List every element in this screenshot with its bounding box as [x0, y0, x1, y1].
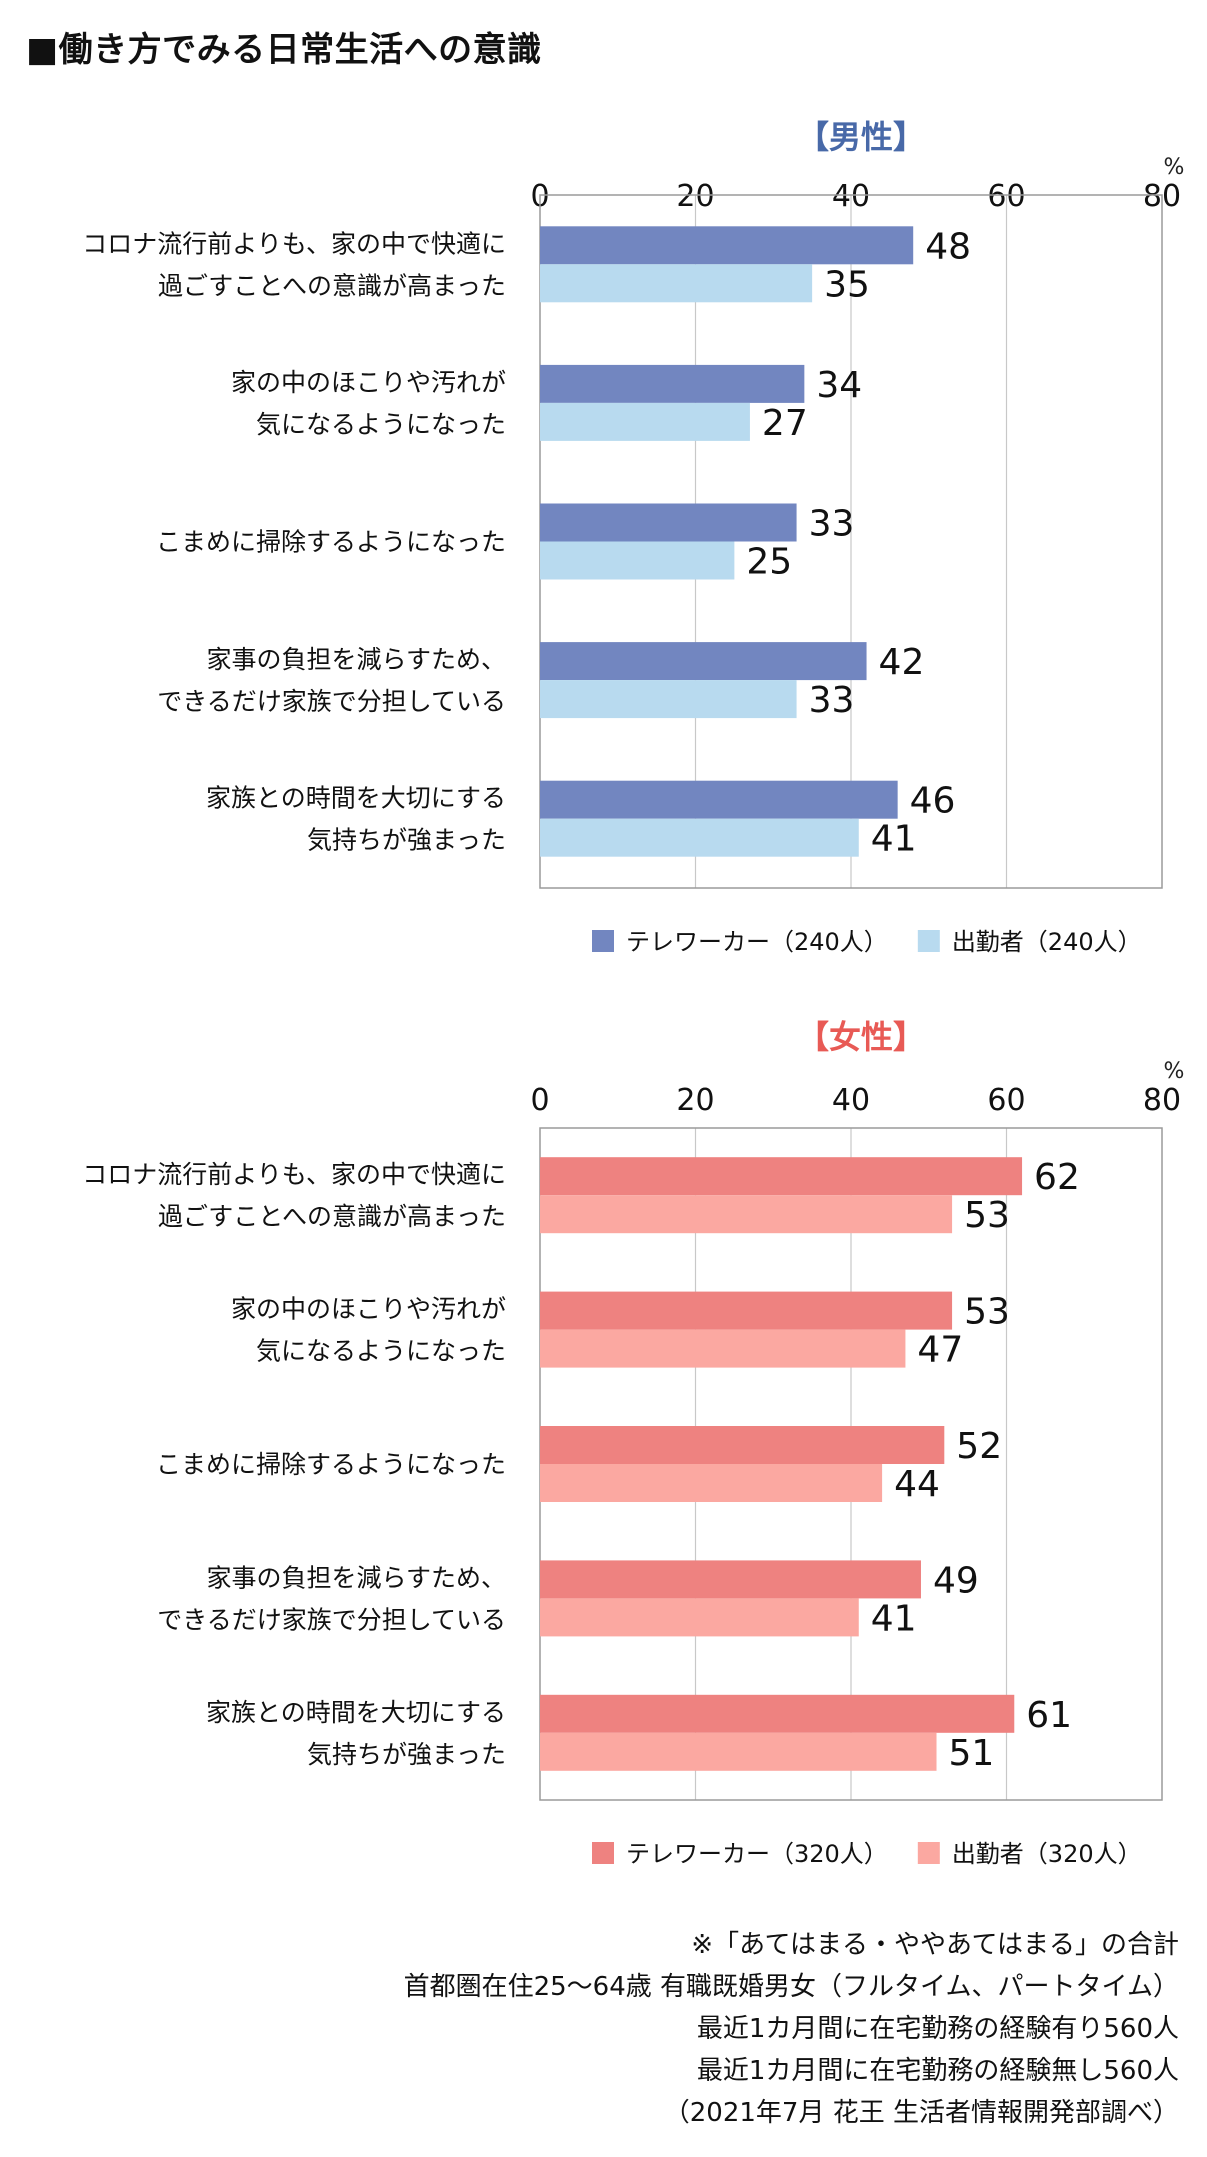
legend-swatch — [917, 930, 940, 952]
data-label: 27 — [762, 403, 808, 444]
bar — [540, 364, 805, 403]
category-label: コロナ流行前よりも、家の中で快適に — [82, 229, 506, 258]
data-label: 52 — [956, 1426, 1002, 1467]
page-title: ■働き方でみる日常生活への意識 — [26, 30, 542, 70]
category-label: 家の中のほこりや汚れが — [231, 1295, 506, 1324]
tick-label: 60 — [987, 1083, 1025, 1118]
tick-label: 20 — [676, 179, 714, 214]
category-label: 過ごすことへの意識が高まった — [158, 271, 506, 300]
bar — [540, 818, 859, 857]
data-label: 33 — [809, 504, 855, 545]
data-label: 61 — [1026, 1695, 1072, 1736]
bar — [540, 1195, 953, 1234]
category-label: 気になるようになった — [256, 1337, 506, 1366]
category-label: 家族との時間を大切にする — [206, 784, 506, 813]
footnotes: ※「あてはまる・ややあてはまる」の合計 首都圏在住25～64歳 有職既婚男女（フ… — [404, 1924, 1179, 2134]
category-label: 家事の負担を減らすため、 — [206, 645, 506, 674]
category-label: 家族との時間を大切にする — [206, 1698, 506, 1727]
chart-male: 【男性】%0 20 40 60 804835コロナ流行前よりも、家の中で快適に過ごすこと… — [82, 118, 1184, 956]
tick-label: 40 — [832, 1083, 870, 1118]
tick-label: 20 — [676, 1083, 714, 1118]
bar — [540, 780, 898, 819]
footnote-line: 最近1カ月間に在宅勤務の経験無し560人 — [696, 2056, 1179, 2086]
footnote-line: ※「あてはまる・ややあてはまる」の合計 — [691, 1930, 1179, 1960]
footnote-line: 最近1カ月間に在宅勤務の経験有り560人 — [696, 2014, 1179, 2044]
bar — [540, 1694, 1015, 1733]
tick-label: 60 — [987, 179, 1025, 214]
legend-swatch — [592, 1842, 614, 1864]
legend-label: 出勤者（240人） — [952, 928, 1142, 956]
bar — [540, 264, 813, 303]
bar — [540, 1560, 921, 1599]
bar — [540, 503, 797, 542]
legend-label: テレワーカー（320人） — [626, 1840, 888, 1868]
data-label: 62 — [1034, 1157, 1080, 1198]
chart-female: 【女性】% 0 20 40 60 80 62 53 コロナ流行前よりも、家の中で快適に過ごすこと… — [82, 1018, 1184, 1868]
bar — [540, 1732, 937, 1771]
category-label: できるだけ家族で分担している — [157, 1605, 506, 1634]
category-label: 家事の負担を減らすため、 — [206, 1563, 506, 1592]
data-label: 44 — [894, 1464, 940, 1505]
bar — [540, 1464, 883, 1502]
bar — [540, 680, 797, 719]
category-label: こまめに掃除するようになった — [156, 1450, 506, 1479]
data-label: 41 — [871, 1598, 917, 1639]
data-label: 49 — [933, 1560, 979, 1601]
tick-label: 80 — [1143, 1083, 1181, 1118]
data-label: 46 — [910, 781, 956, 822]
data-label: 42 — [879, 642, 925, 683]
category-label: 過ごすことへの意識が高まった — [158, 1202, 506, 1231]
bar — [540, 1157, 1023, 1196]
bar — [540, 541, 735, 580]
data-label: 33 — [809, 680, 855, 721]
legend-swatch — [917, 1842, 940, 1864]
bar — [540, 226, 914, 265]
category-label: こまめに掃除するようになった — [156, 528, 506, 557]
category-label: できるだけ家族で分担している — [157, 687, 506, 716]
data-label: 34 — [816, 365, 862, 406]
data-label: 48 — [925, 226, 971, 267]
data-label: 35 — [824, 264, 870, 305]
axis-unit-label: % — [1164, 155, 1185, 180]
data-label: 25 — [746, 542, 792, 583]
bar — [540, 1426, 945, 1464]
bar — [540, 642, 867, 681]
footnote-line: 首都圏在住25～64歳 有職既婚男女（フルタイム、パートタイム） — [403, 1972, 1179, 2002]
chart-title: 【女性】 — [797, 1018, 925, 1056]
tick-label: 0 — [530, 1083, 549, 1118]
bar — [540, 1291, 953, 1330]
data-label: 53 — [964, 1292, 1010, 1333]
legend-label: 出勤者（320人） — [952, 1840, 1142, 1868]
legend-swatch — [592, 930, 614, 952]
bar — [540, 1598, 859, 1637]
bar — [540, 402, 750, 441]
bar — [540, 1329, 906, 1368]
category-label: 気になるようになった — [256, 410, 506, 439]
data-label: 41 — [871, 819, 917, 860]
data-label: 53 — [964, 1195, 1010, 1236]
category-label: 家の中のほこりや汚れが — [231, 368, 506, 397]
category-label: 気持ちが強まった — [307, 826, 506, 855]
data-label: 51 — [949, 1733, 995, 1774]
data-label: 47 — [917, 1330, 963, 1371]
footnote-line: （2021年7月 花王 生活者情報開発部調べ） — [663, 2098, 1179, 2128]
axis-unit-label: % — [1164, 1059, 1185, 1084]
category-label: コロナ流行前よりも、家の中で快適に — [82, 1160, 506, 1189]
category-label: 気持ちが強まった — [307, 1740, 506, 1769]
chart-title: 【男性】 — [797, 118, 925, 156]
legend-label: テレワーカー（240人） — [626, 928, 888, 956]
tick-label: 40 — [832, 179, 870, 214]
